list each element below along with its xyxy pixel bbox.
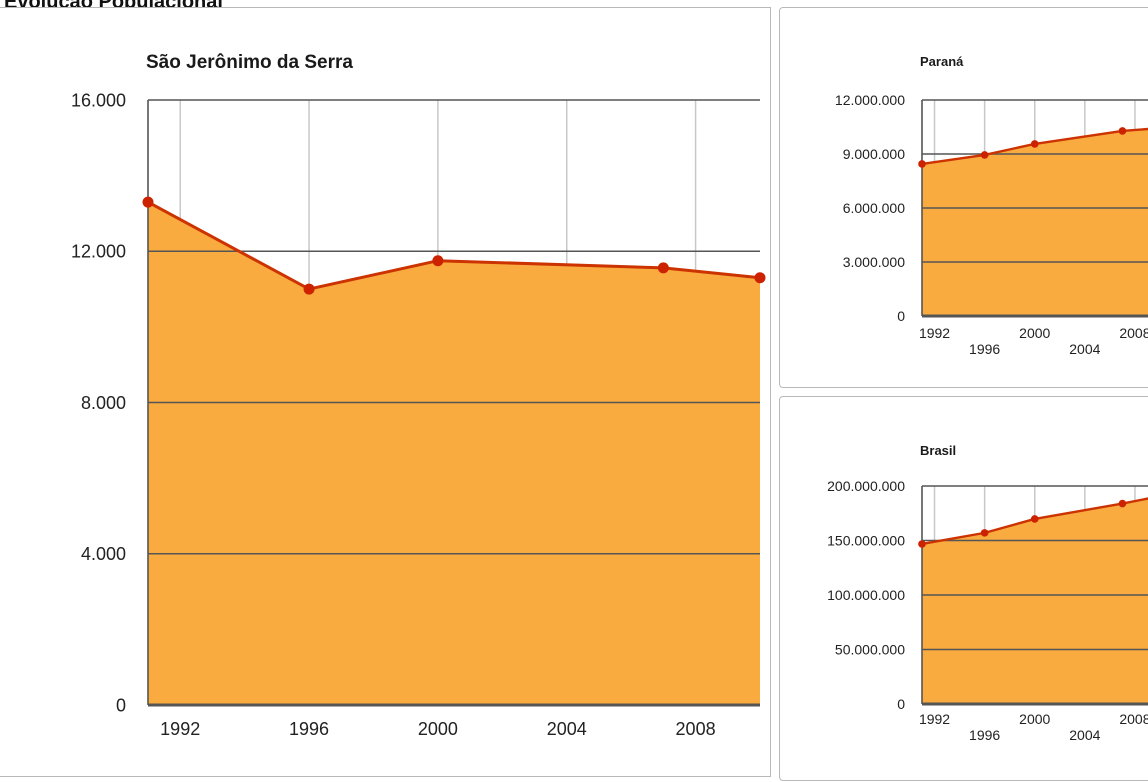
data-point xyxy=(1118,499,1127,508)
chart-title: São Jerônimo da Serra xyxy=(146,52,353,73)
data-point xyxy=(918,160,926,168)
chart-sao-jeronimo: São Jerônimo da Serra 0 4.000 8.000 12.000 16… xyxy=(71,52,766,739)
x-tick-label: 2008 xyxy=(1119,711,1148,727)
x-tick-label: 2004 xyxy=(547,719,587,739)
y-tick-label: 8.000 xyxy=(81,393,126,413)
x-tick-label: 1996 xyxy=(289,719,329,739)
data-point xyxy=(657,262,669,274)
data-point xyxy=(1030,140,1039,148)
y-tick-label: 3.000.000 xyxy=(843,254,905,270)
x-tick-label: 2008 xyxy=(1119,325,1148,341)
data-point xyxy=(918,540,926,548)
x-tick-label: 2008 xyxy=(676,719,716,739)
chart-parana: Paraná 0 3.000.000 6.000.000 9.000.000 12.000… xyxy=(835,54,1148,357)
area-fill xyxy=(148,202,760,705)
chart-brasil: Brasil 0 50.000.000 100.000.000 150.000.000 2… xyxy=(827,443,1148,743)
chart-panel-sao-jeronimo: São Jerônimo da Serra 0 4.000 8.000 12.000 16… xyxy=(0,7,771,777)
data-point xyxy=(754,272,766,284)
data-point xyxy=(432,255,444,267)
area-fill xyxy=(922,498,1148,704)
x-tick-label: 2000 xyxy=(1019,325,1050,341)
x-tick-label: 1992 xyxy=(919,711,950,727)
y-tick-label: 100.000.000 xyxy=(827,587,905,603)
y-tick-label: 150.000.000 xyxy=(827,532,905,548)
y-tick-label: 200.000.000 xyxy=(827,478,905,494)
data-point xyxy=(980,151,989,159)
y-tick-label: 4.000 xyxy=(81,544,126,564)
data-point xyxy=(1118,127,1127,135)
y-tick-label: 12.000 xyxy=(71,242,126,262)
y-tick-label: 0 xyxy=(116,695,126,715)
x-tick-label: 2000 xyxy=(418,719,458,739)
y-tick-label: 9.000.000 xyxy=(843,146,905,162)
x-tick-label: 2000 xyxy=(1019,711,1050,727)
chart-title: Brasil xyxy=(920,443,956,458)
x-tick-label: 1992 xyxy=(160,719,200,739)
chart-panel-parana: Paraná 0 3.000.000 6.000.000 9.000.000 12.000… xyxy=(779,7,1148,388)
data-point xyxy=(303,283,315,295)
data-point xyxy=(980,529,989,537)
chart-panel-brasil: Brasil 0 50.000.000 100.000.000 150.000.000 2… xyxy=(779,396,1148,781)
y-tick-label: 6.000.000 xyxy=(843,200,905,216)
x-tick-label: 1992 xyxy=(919,325,950,341)
x-tick-label: 1996 xyxy=(969,727,1000,743)
area-fill xyxy=(922,128,1148,316)
data-point xyxy=(142,196,154,208)
y-tick-label: 16.000 xyxy=(71,90,126,110)
x-tick-label: 1996 xyxy=(969,341,1000,357)
x-tick-label: 2004 xyxy=(1069,341,1100,357)
y-tick-label: 0 xyxy=(897,696,905,712)
data-point xyxy=(1030,515,1039,523)
y-tick-label: 12.000.000 xyxy=(835,92,905,108)
x-tick-label: 2004 xyxy=(1069,727,1100,743)
chart-title: Paraná xyxy=(920,54,964,69)
y-tick-label: 0 xyxy=(897,308,905,324)
y-tick-label: 50.000.000 xyxy=(835,641,905,657)
